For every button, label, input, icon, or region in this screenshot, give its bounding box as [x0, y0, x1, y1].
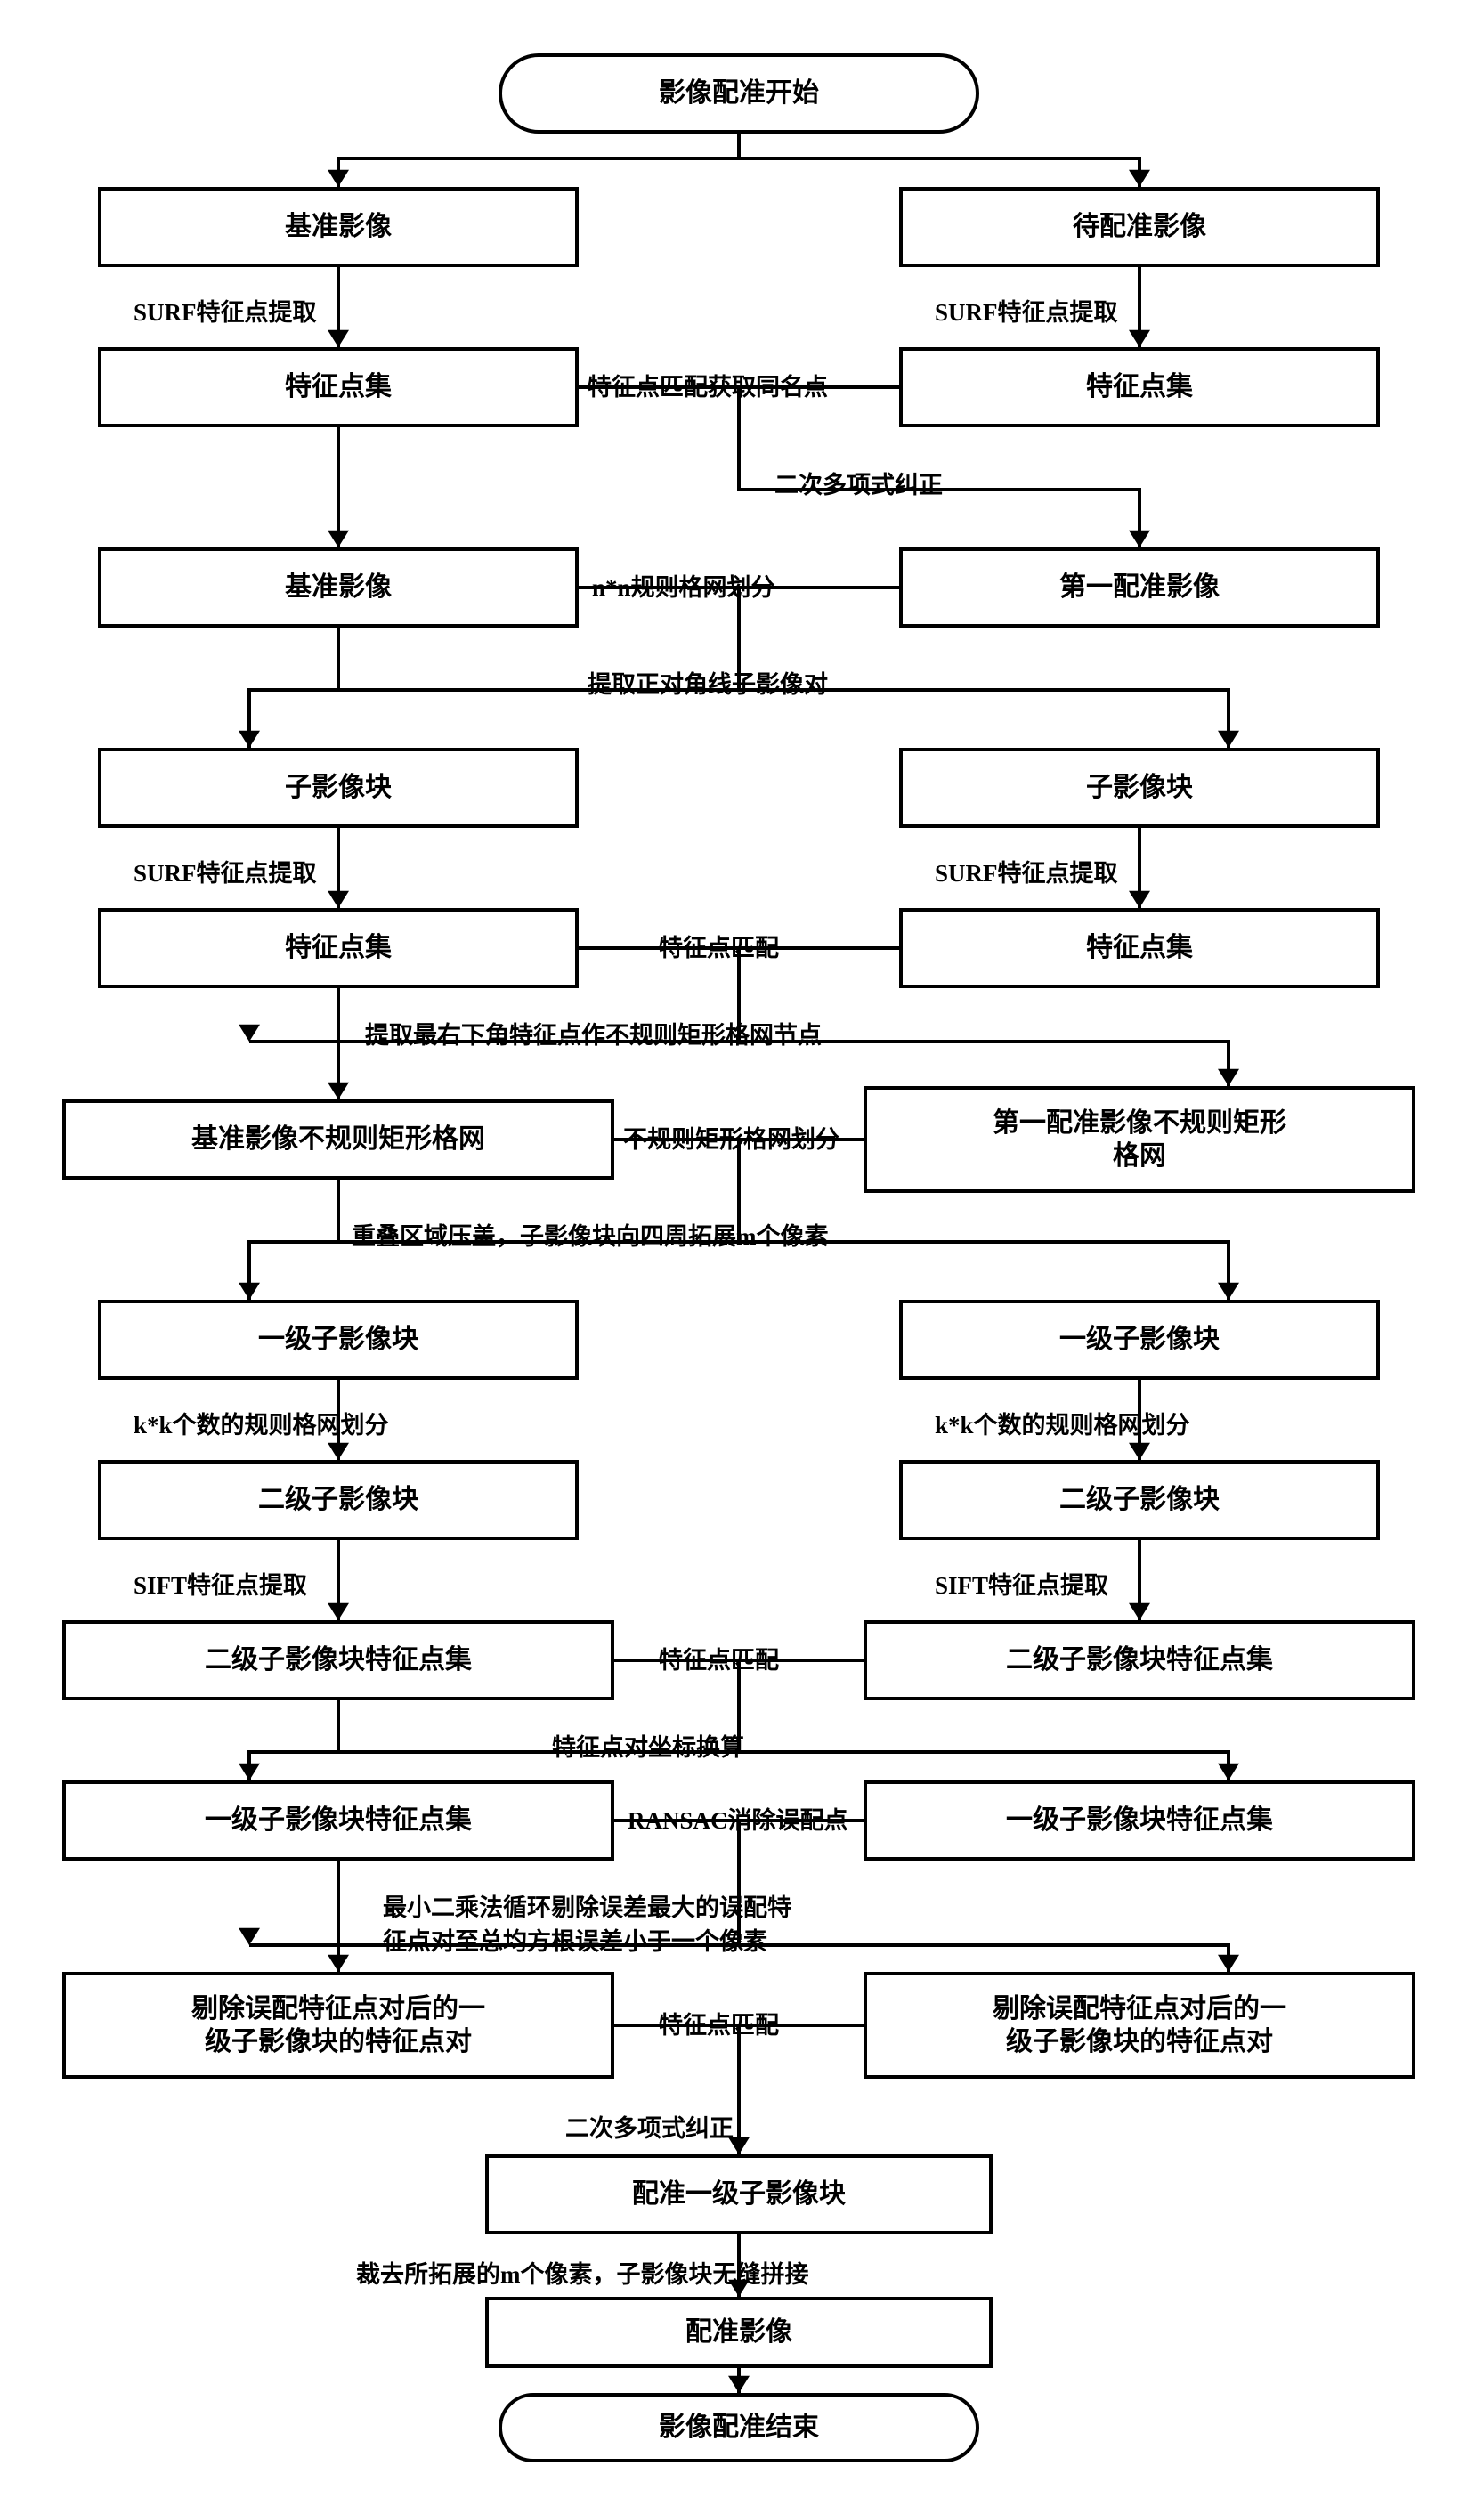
- edge-label-e18: 二次多项式纠正: [565, 2113, 734, 2145]
- edge-label-e4: n*n规则格网划分: [592, 572, 775, 604]
- node-l7: 一级子影像块: [98, 1300, 579, 1380]
- node-c1: 配准一级子影像块: [485, 2154, 993, 2234]
- edge-label-e1l: SURF特征点提取: [134, 297, 317, 328]
- edge-label-e17: 特征点匹配: [659, 2010, 779, 2041]
- node-l10: 一级子影像块特征点集: [62, 1780, 614, 1861]
- node-r3: 第一配准影像: [899, 547, 1380, 628]
- node-end: 影像配准结束: [499, 2393, 979, 2462]
- edge-label-e16a: 最小二乘法循环剔除误差最大的误配特: [383, 1893, 791, 1924]
- edge-label-e11r: k*k个数的规则格网划分: [935, 1410, 1190, 1441]
- edge-label-e6r: SURF特征点提取: [935, 858, 1118, 889]
- node-r6: 第一配准影像不规则矩形格网: [864, 1086, 1415, 1193]
- node-l4: 子影像块: [98, 748, 579, 828]
- node-r5: 特征点集: [899, 908, 1380, 988]
- edge-label-e12l: SIFT特征点提取: [134, 1570, 307, 1602]
- edge-label-e5: 提取正对角线子影像对: [588, 669, 828, 701]
- node-l3: 基准影像: [98, 547, 579, 628]
- arrow-0: [338, 134, 1139, 187]
- node-start: 影像配准开始: [499, 53, 979, 134]
- flowchart-canvas: 影像配准开始基准影像待配准影像特征点集特征点集基准影像第一配准影像子影像块子影像…: [18, 36, 1466, 2462]
- edge-label-e7: 特征点匹配: [659, 933, 779, 964]
- node-r11: 剔除误配特征点对后的一级子影像块的特征点对: [864, 1972, 1415, 2079]
- node-r4: 子影像块: [899, 748, 1380, 828]
- edge-label-e8: 提取最右下角特征点作不规则矩形格网节点: [365, 1020, 822, 1051]
- edge-label-e6l: SURF特征点提取: [134, 858, 317, 889]
- node-r7: 一级子影像块: [899, 1300, 1380, 1380]
- edge-label-e13: 特征点匹配: [659, 1645, 779, 1676]
- node-r1: 待配准影像: [899, 187, 1380, 267]
- node-r10: 一级子影像块特征点集: [864, 1780, 1415, 1861]
- node-l5: 特征点集: [98, 908, 579, 988]
- edge-label-e11l: k*k个数的规则格网划分: [134, 1410, 389, 1441]
- node-r9: 二级子影像块特征点集: [864, 1620, 1415, 1700]
- edge-label-e2: 特征点匹配获取同名点: [588, 372, 828, 403]
- edge-label-e3: 二次多项式纠正: [774, 470, 943, 501]
- edge-label-e14: 特征点对坐标换算: [552, 1732, 744, 1764]
- node-l1: 基准影像: [98, 187, 579, 267]
- node-l11: 剔除误配特征点对后的一级子影像块的特征点对: [62, 1972, 614, 2079]
- edge-label-e9: 不规则矩形格网划分: [623, 1124, 839, 1156]
- edge-label-e16b: 征点对至总均方根误差小于一个像素: [383, 1926, 767, 1958]
- edge-label-e12r: SIFT特征点提取: [935, 1570, 1108, 1602]
- edge-label-e1r: SURF特征点提取: [935, 297, 1118, 328]
- edge-label-e10: 重叠区域压盖，子影像块向四周拓展m个像素: [352, 1221, 829, 1253]
- node-r2: 特征点集: [899, 347, 1380, 427]
- node-l6: 基准影像不规则矩形格网: [62, 1099, 614, 1180]
- node-l9: 二级子影像块特征点集: [62, 1620, 614, 1700]
- node-l8: 二级子影像块: [98, 1460, 579, 1540]
- node-c2: 配准影像: [485, 2297, 993, 2368]
- node-r8: 二级子影像块: [899, 1460, 1380, 1540]
- node-l2: 特征点集: [98, 347, 579, 427]
- edge-label-e19: 裁去所拓展的m个像素，子影像块无缝拼接: [356, 2259, 809, 2291]
- edge-label-e15: RANSAC消除误配点: [628, 1805, 848, 1837]
